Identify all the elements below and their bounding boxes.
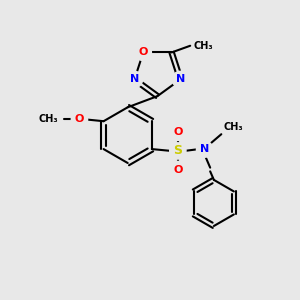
Circle shape [71,111,88,128]
Text: N: N [200,144,209,154]
Text: O: O [173,128,182,137]
Circle shape [135,44,152,61]
Text: O: O [139,47,148,57]
Text: CH₃: CH₃ [38,114,58,124]
Circle shape [170,143,186,159]
Text: N: N [176,74,185,84]
Text: N: N [130,74,139,84]
Text: O: O [75,114,84,124]
Circle shape [126,71,142,88]
Circle shape [170,161,186,178]
Text: O: O [173,164,182,175]
Text: CH₃: CH₃ [194,41,214,51]
Circle shape [196,141,213,157]
Text: CH₃: CH₃ [223,122,243,132]
Circle shape [170,124,186,140]
Text: S: S [173,144,182,158]
Circle shape [172,71,189,88]
